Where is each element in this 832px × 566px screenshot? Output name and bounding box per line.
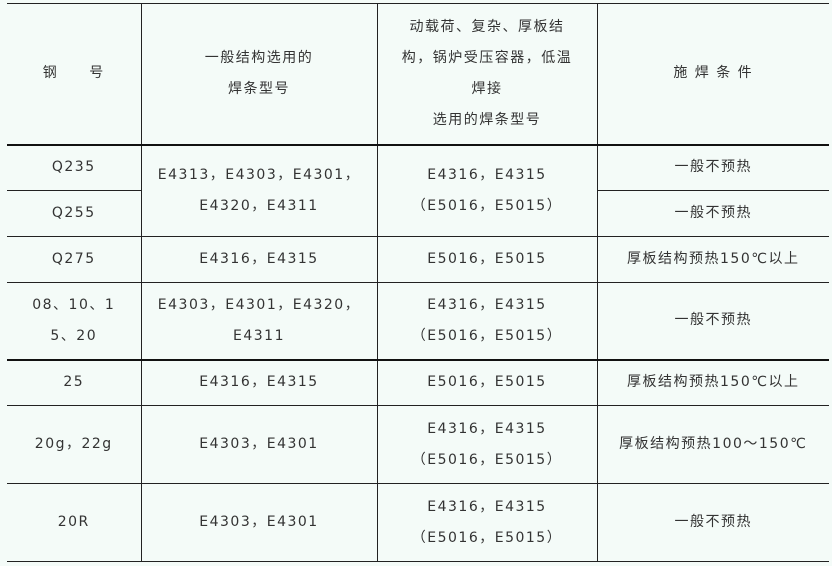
general-cell: E4316，E4315 <box>140 236 378 283</box>
steel-cell: 20g，22g <box>7 405 142 484</box>
header-general-rod: 一般结构选用的 焊条型号 <box>140 3 378 145</box>
steel-cell: Q275 <box>7 236 142 283</box>
cell-text: E4320，E4311 <box>199 197 319 214</box>
general-cell: E4316，E4315 <box>140 358 378 406</box>
condition-cell: 一般不预热 <box>596 282 829 360</box>
table-row: Q235 E4313，E4303，E4301， E4320，E4311 E4316… <box>7 143 829 237</box>
condition-cell: 厚板结构预热150℃以上 <box>596 236 829 283</box>
header-text: 动载荷、复杂、厚板结 <box>409 18 565 35</box>
steel-cell: Q235 <box>7 143 142 191</box>
general-cell: E4303，E4301 <box>140 405 378 484</box>
cell-text: E4316，E4315 <box>427 296 547 313</box>
general-cell: E4303，E4301，E4320， E4311 <box>140 282 378 360</box>
cell-text: E4311 <box>233 327 285 344</box>
cell-text: E4316，E4315 <box>427 498 547 515</box>
condition-cell: 厚板结构预热100～150℃ <box>596 405 829 484</box>
condition-cell: 一般不预热 <box>596 483 829 562</box>
condition-cell: 厚板结构预热150℃以上 <box>596 358 829 406</box>
cell-text: （E5016，E5015） <box>411 529 563 546</box>
header-text: 焊条型号 <box>228 80 290 97</box>
cell-text: E4316，E4315 <box>427 420 547 437</box>
header-condition: 施 焊 条 件 <box>596 3 829 145</box>
condition-cell: 一般不预热 <box>596 143 829 191</box>
steel-cell: 25 <box>7 358 142 406</box>
header-row: 钢 号 一般结构选用的 焊条型号 动载荷、复杂、厚板结 构，锅炉受压容器，低温 焊接选… <box>7 3 829 145</box>
table-row: Q255 一般不预热 <box>7 190 829 237</box>
header-text: 选用的焊条型号 <box>432 111 542 128</box>
cell-text: 08、10、1 <box>32 296 116 313</box>
table-row: Q275 E4316，E4315 E5016，E5015 厚板结构预热150℃以… <box>7 236 829 283</box>
special-cell: E5016，E5015 <box>376 358 598 406</box>
table-row: 20g，22g E4303，E4301 E4316，E4315 （E5016，E5… <box>7 405 829 484</box>
steel-cell: 20R <box>7 483 142 562</box>
general-cell: E4303，E4301 <box>140 483 378 562</box>
special-cell: E4316，E4315 （E5016，E5015） <box>376 282 598 360</box>
cell-text: E4303，E4301，E4320， <box>157 296 361 313</box>
cell-text: （E5016，E5015） <box>411 327 563 344</box>
cell-text: 5、20 <box>50 327 98 344</box>
welding-rod-table: 钢 号 一般结构选用的 焊条型号 动载荷、复杂、厚板结 构，锅炉受压容器，低温 焊接选… <box>7 3 829 562</box>
header-text: 构，锅炉受压容器，低温 <box>401 49 573 66</box>
general-cell: E4313，E4303，E4301， E4320，E4311 <box>140 143 378 237</box>
header-text: 焊接 <box>471 80 503 97</box>
cell-text: （E5016，E5015） <box>411 197 563 214</box>
steel-cell: Q255 <box>7 190 142 237</box>
cell-text: （E5016，E5015） <box>411 451 563 468</box>
table-row: 20R E4303，E4301 E4316，E4315 （E5016，E5015）… <box>7 483 829 562</box>
condition-cell: 一般不预热 <box>596 190 829 237</box>
table-row: 08、10、1 5、20 E4303，E4301，E4320， E4311 E431… <box>7 282 829 360</box>
header-text: 一般结构选用的 <box>204 49 314 66</box>
cell-text: E4313，E4303，E4301， <box>157 166 361 183</box>
special-cell: E5016，E5015 <box>376 236 598 283</box>
special-cell: E4316，E4315 （E5016，E5015） <box>376 405 598 484</box>
steel-cell: 08、10、1 5、20 <box>7 282 142 360</box>
cell-text: E4316，E4315 <box>427 166 547 183</box>
special-cell: E4316，E4315 （E5016，E5015） <box>376 143 598 237</box>
table-row: 25 E4316，E4315 E5016，E5015 厚板结构预热150℃以上 <box>7 358 829 406</box>
header-steel-grade: 钢 号 <box>7 3 142 145</box>
header-special-rod: 动载荷、复杂、厚板结 构，锅炉受压容器，低温 焊接选用的焊条型号 <box>376 3 598 145</box>
special-cell: E4316，E4315 （E5016，E5015） <box>376 483 598 562</box>
